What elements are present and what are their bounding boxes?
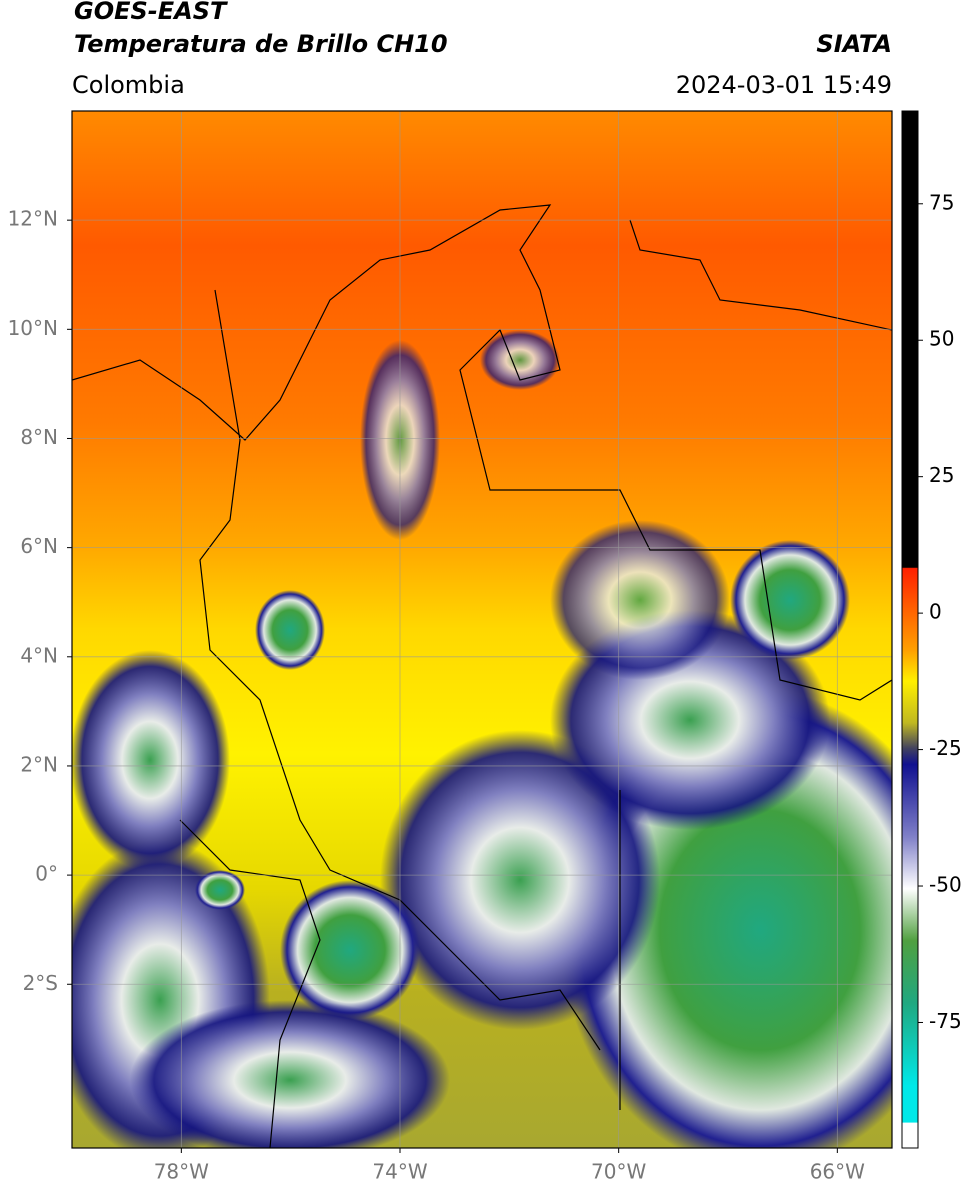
lat-tick-label: 10°N (8, 316, 58, 340)
map-frame (71, 110, 893, 1149)
colorbar-tick-label: 75 (929, 190, 954, 214)
lon-tick-label: 74°W (372, 1160, 427, 1184)
colorbar-tick-label: -50 (929, 873, 962, 897)
lon-tick-label: 78°W (154, 1160, 209, 1184)
colorbar-tick-label: 50 (929, 327, 954, 351)
agency: SIATA (816, 30, 892, 58)
colorbar-tick-label: 25 (929, 463, 954, 487)
colorbar-tick-label: 0 (929, 600, 942, 624)
title-line-2: Temperatura de Brillo CH10 (74, 30, 448, 58)
lat-tick-label: 0° (35, 862, 58, 886)
title-line-1: GOES-EAST (74, 0, 228, 25)
lat-tick-label: 2°S (23, 971, 58, 995)
lon-tick-label: 66°W (810, 1160, 865, 1184)
region: Colombia (72, 71, 185, 99)
timestamp: 2024-03-01 15:49 (676, 71, 892, 99)
lat-tick-label: 4°N (20, 643, 58, 667)
map-image (72, 111, 892, 1148)
lat-tick-label: 2°N (20, 752, 58, 776)
lat-tick-label: 8°N (20, 425, 58, 449)
lat-tick-label: 12°N (8, 207, 58, 231)
lon-tick-label: 70°W (591, 1160, 646, 1184)
lat-tick-label: 6°N (20, 534, 58, 558)
colorbar-tick-label: -25 (929, 736, 962, 760)
colorbar (901, 110, 919, 1149)
colorbar-tick-label: -75 (929, 1009, 962, 1033)
